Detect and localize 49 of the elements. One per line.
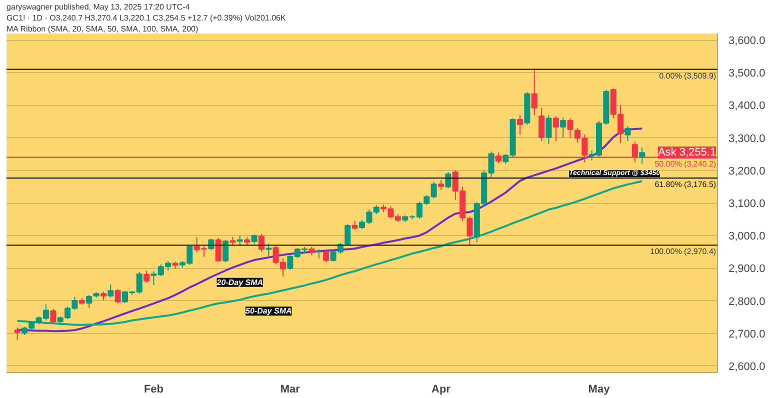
candlestick <box>251 234 258 244</box>
candlestick <box>215 237 222 262</box>
text: MA Ribbon (SMA, 20, SMA, 50, SMA, 100, SMA, 200) <box>6 24 198 34</box>
candlestick <box>546 114 552 145</box>
candlestick <box>466 216 473 246</box>
candlestick <box>266 243 272 258</box>
y-tick-label: 3,200.0 <box>728 165 766 178</box>
candlestick <box>114 288 121 304</box>
x-tick-label: May <box>588 384 611 396</box>
y-tick-label: 3,000.0 <box>728 230 766 243</box>
ref-line-label: 61.80% (3,176.5) <box>654 180 716 190</box>
y-tick-label: 3,400.0 <box>728 100 766 112</box>
candlestick <box>258 233 264 252</box>
y-tick-label: 3,300.0 <box>728 132 766 145</box>
candlestick <box>531 68 538 116</box>
x-tick-label: Mar <box>280 384 301 396</box>
candlestick <box>438 180 444 190</box>
ref-line-label: 100.00% (2,970.4) <box>650 247 716 256</box>
candlestick <box>445 172 452 189</box>
series-label: 50-Day SMA <box>246 306 292 316</box>
candlestick <box>144 270 150 284</box>
text: GC1! · 1D · O3,240.7 H3,270.4 L3,220.1 C3,254.5 +12.7 (+0.39%) Vol201.06K <box>6 14 286 22</box>
y-tick-label: 2,800.0 <box>728 296 766 308</box>
candlestick <box>567 118 574 138</box>
candlestick <box>14 327 20 340</box>
candlestick <box>316 248 322 259</box>
candlestick <box>222 240 229 263</box>
candlestick <box>516 114 524 136</box>
line-series <box>16 180 644 326</box>
y-tick-label: 2,600.0 <box>728 360 766 373</box>
candlestick <box>560 117 566 138</box>
text: garyswagner published, May 13, 2025 17:20 UTC-4 <box>6 2 190 12</box>
candlestick <box>624 126 631 142</box>
annotation: Ask 3,255.1 <box>658 146 716 158</box>
x-tick-label: Apr <box>432 384 452 396</box>
candlestick <box>323 250 330 263</box>
y-tick-label: 3,600.0 <box>728 35 766 48</box>
y-tick-label: 3,500.0 <box>728 68 766 80</box>
candlestick <box>538 107 545 142</box>
x-tick-label: Feb <box>144 384 164 396</box>
candlestick <box>236 235 243 246</box>
candlestick <box>50 308 56 324</box>
y-tick-label: 2,900.0 <box>728 263 766 276</box>
candlestick <box>552 116 559 142</box>
y-tick-label: 3,100.0 <box>728 198 766 210</box>
ref-line-label: 0.00% (3,509.9) <box>659 71 716 80</box>
y-tick-label: 2,700.0 <box>728 328 766 340</box>
ref-line-label: 50.00% (3,240.2) <box>654 159 716 168</box>
candlestick <box>108 284 114 298</box>
